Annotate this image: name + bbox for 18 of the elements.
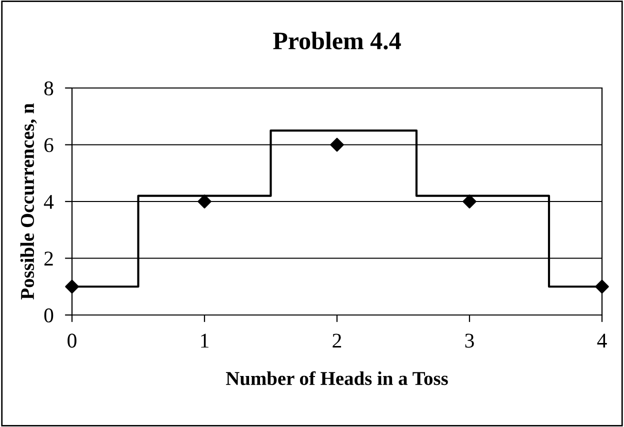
x-axis-title: Number of Heads in a Toss [226, 371, 448, 386]
point [330, 138, 344, 152]
x-tick-label: 4 [597, 334, 607, 348]
y-tick-label: 8 [44, 81, 54, 96]
y-axis-title: Possible Occurrences, n [20, 103, 37, 300]
x-tick-label: 2 [332, 334, 342, 348]
chart-title: Problem 4.4 [273, 32, 401, 50]
y-tick-label: 4 [44, 195, 54, 209]
y-tick-label: 0 [44, 308, 54, 322]
point [65, 280, 79, 294]
x-tick-label: 3 [465, 334, 474, 348]
point [198, 194, 212, 208]
point [462, 194, 476, 208]
y-tick-label: 2 [44, 252, 53, 266]
point [595, 280, 609, 294]
x-tick-label: 0 [68, 334, 76, 348]
y-tick-label: 6 [44, 138, 54, 152]
x-tick-label: 1 [201, 334, 208, 348]
